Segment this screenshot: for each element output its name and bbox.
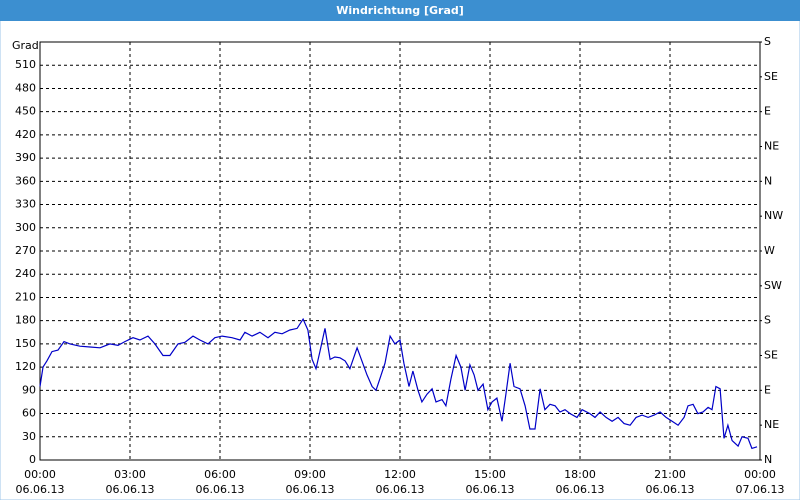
x-tick-date: 06.06.13 [16, 483, 65, 496]
y2-tick-label: W [764, 244, 775, 257]
y-tick-label: 30 [22, 430, 36, 443]
y2-tick-label: SE [764, 349, 778, 362]
x-tick-date: 06.06.13 [376, 483, 425, 496]
y-tick-label: 300 [15, 221, 36, 234]
y-tick-label: 360 [15, 174, 36, 187]
y2-tick-label: SW [764, 279, 782, 292]
x-tick-label: 15:00 [474, 468, 506, 481]
x-tick-date: 06.06.13 [196, 483, 245, 496]
x-tick-label: 06:00 [204, 468, 236, 481]
y2-tick-label: SE [764, 70, 778, 83]
x-tick-date: 06.06.13 [106, 483, 155, 496]
y2-tick-label: E [764, 105, 771, 118]
y-tick-label: 240 [15, 267, 36, 280]
y-axis-label: Grad [12, 39, 39, 52]
chart-title: Windrichtung [Grad] [336, 4, 464, 17]
y-tick-label: 60 [22, 407, 36, 420]
x-tick-date: 06.06.13 [466, 483, 515, 496]
x-tick-label: 00:00 [744, 468, 776, 481]
plot-frame [39, 41, 761, 461]
y2-tick-label: NE [764, 418, 779, 431]
x-tick-label: 03:00 [114, 468, 146, 481]
y2-tick-label: N [764, 174, 772, 187]
y2-tick-label: E [764, 383, 771, 396]
y2-tick-label: NE [764, 140, 779, 153]
y2-tick-label: S [764, 35, 771, 48]
y2-tick-label: NW [764, 209, 783, 222]
x-tick-label: 18:00 [564, 468, 596, 481]
y-tick-label: 120 [15, 360, 36, 373]
x-tick-label: 12:00 [384, 468, 416, 481]
y-tick-label: 480 [15, 81, 36, 94]
y-tick-label: 90 [22, 383, 36, 396]
y-tick-label: 270 [15, 244, 36, 257]
x-tick-date: 06.06.13 [286, 483, 335, 496]
y-tick-label: 450 [15, 105, 36, 118]
data-line [39, 317, 758, 450]
y-tick-label: 510 [15, 58, 36, 71]
x-tick-label: 00:00 [24, 468, 56, 481]
x-tick-date: 07.06.13 [736, 483, 785, 496]
y2-tick-label: N [764, 453, 772, 466]
y-tick-label: 390 [15, 151, 36, 164]
y-tick-label: 150 [15, 337, 36, 350]
y2-tick-label: S [764, 314, 771, 327]
y-tick-label: 330 [15, 198, 36, 211]
x-tick-label: 09:00 [294, 468, 326, 481]
x-tick-date: 06.06.13 [646, 483, 695, 496]
y-tick-label: 210 [15, 290, 36, 303]
x-tick-date: 06.06.13 [556, 483, 605, 496]
title-bar [0, 0, 800, 21]
y-tick-label: 180 [15, 314, 36, 327]
y-tick-label: 0 [29, 453, 36, 466]
x-tick-label: 21:00 [654, 468, 686, 481]
y-tick-label: 420 [15, 128, 36, 141]
